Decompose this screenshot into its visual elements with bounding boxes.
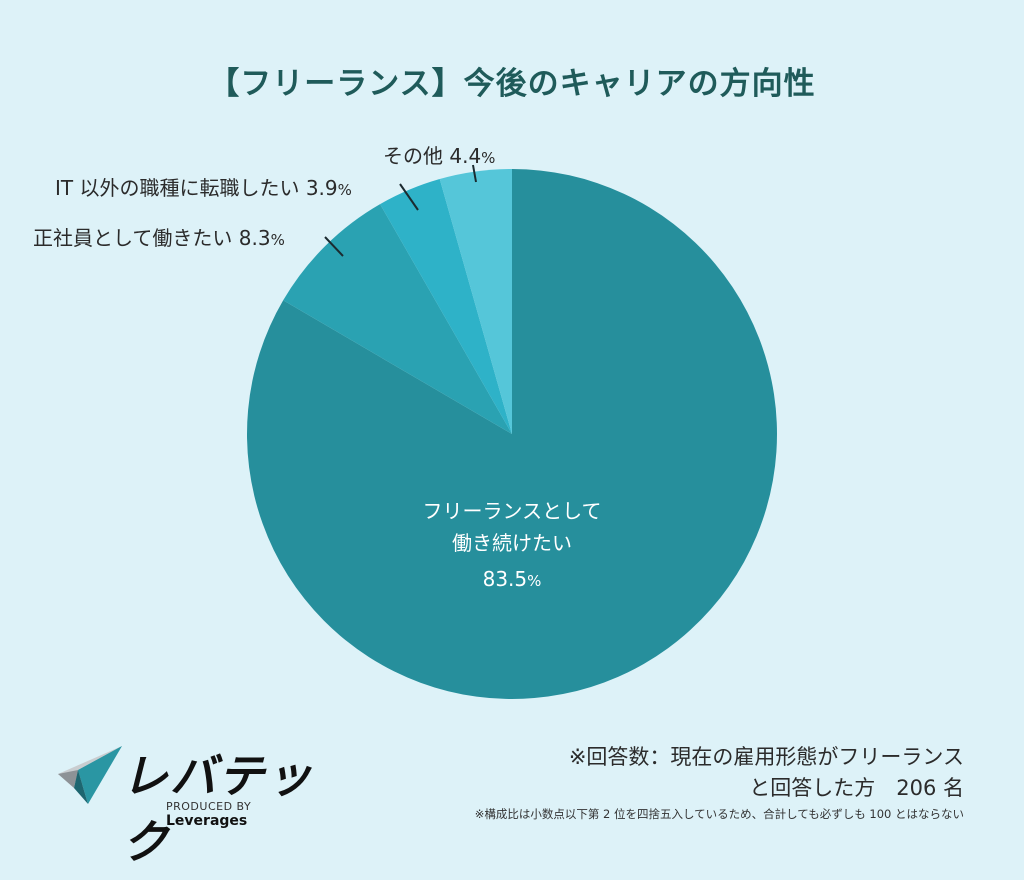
respondent-note-line1: ※回答数：現在の雇用形態がフリーランス [568,745,964,769]
respondent-note: ※回答数：現在の雇用形態がフリーランス と回答した方 206 名 [569,742,964,804]
pie-slices [246,169,777,699]
logo-sub-brand: Leverages [166,813,248,829]
pie-slice-3 [439,169,512,434]
label-other: その他 4.4% [383,140,495,169]
value-text: 83.5 [482,567,528,591]
percent-sign: % [527,572,542,590]
label-other-text: その他 4.4 [383,144,482,168]
levtech-logo: レバテック PRODUCED BY Leverages [56,742,336,869]
label-freelance-value: 83.5% [412,563,612,597]
label-it-other-text: IT 以外の職種に転職したい 3.9 [55,176,338,200]
rounding-footnote: ※構成比は小数点以下第 2 位を四捨五入しているため、合計しても必ずしも 100… [474,807,964,821]
percent-sign: % [481,149,496,167]
percent-sign: % [270,231,285,249]
paper-plane-logo-icon [58,746,122,804]
leader-line-it-other [399,183,419,211]
leader-line-other [472,164,477,183]
logo-subtitle: PRODUCED BY Leverages [166,800,336,829]
pie-slice-0 [246,169,777,699]
label-freelance-line1: フリーランスとして [422,499,602,523]
chart-title: 【フリーランス】今後のキャリアの方向性 [208,66,816,102]
pie-slice-1 [283,204,512,434]
label-freelance: フリーランスとして 働き続けたい 83.5% [412,495,612,597]
logo-wordmark: レバテック [122,749,314,869]
label-seishain-text: 正社員として働きたい 8.3 [33,226,271,250]
label-it-other: IT 以外の職種に転職したい 3.9% [55,172,352,201]
logo-sub-prefix: PRODUCED BY [166,800,252,813]
leader-line-seishain [324,236,344,257]
label-seishain: 正社員として働きたい 8.3% [33,222,285,251]
respondent-note-line2: と回答した方 206 名 [749,776,964,800]
percent-sign: % [337,181,352,199]
label-freelance-line2: 働き続けたい [452,531,572,555]
pie-slice-2 [380,179,512,434]
